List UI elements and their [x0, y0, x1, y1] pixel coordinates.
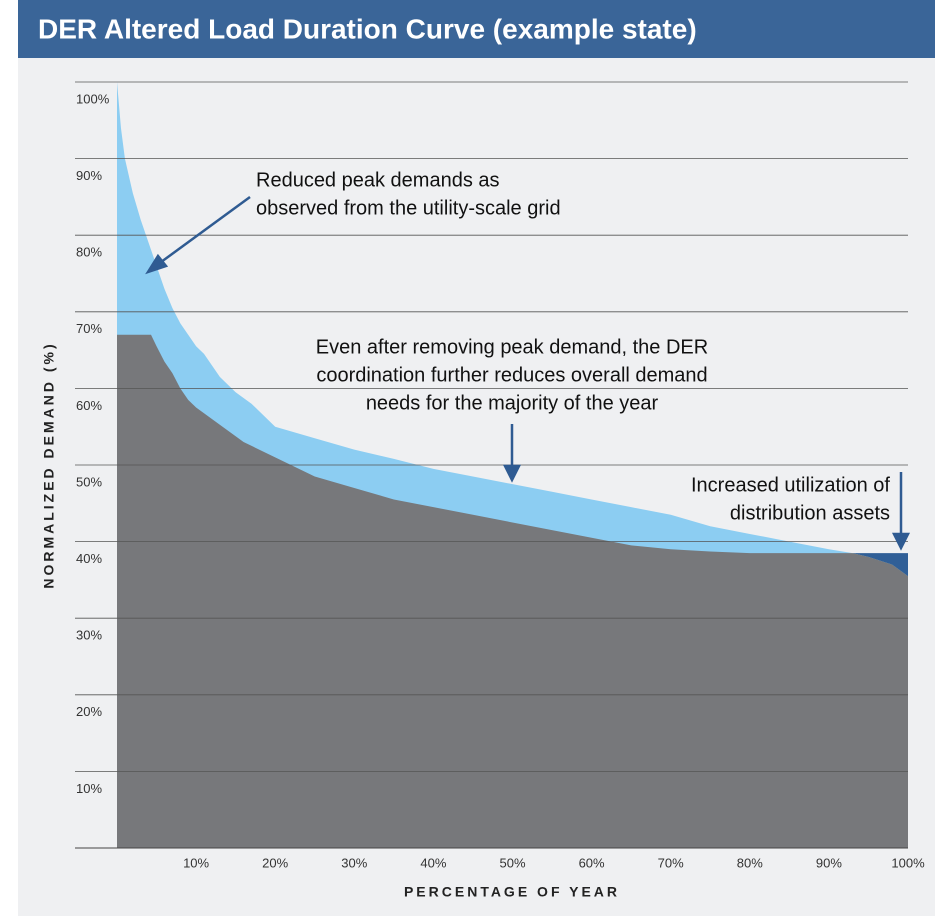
annotation: needs for the majority of the year — [366, 392, 659, 414]
x-tick-label: 40% — [420, 855, 446, 870]
annotation: Even after removing peak demand, the DER — [316, 336, 708, 358]
arrows — [145, 195, 911, 551]
annotation: observed from the utility-scale grid — [256, 197, 561, 219]
y-tick-label: 80% — [76, 245, 102, 260]
annotation: Increased utilization of — [691, 474, 890, 496]
x-tick-label: 60% — [579, 855, 605, 870]
x-tick-label: 50% — [499, 855, 525, 870]
x-tick-label: 90% — [816, 855, 842, 870]
annotation: coordination further reduces overall dem… — [316, 364, 707, 386]
y-tick-label: 90% — [76, 168, 102, 183]
x-tick-label: 10% — [183, 855, 209, 870]
y-tick-label: 20% — [76, 704, 102, 719]
y-tick-label: 100% — [76, 91, 110, 106]
y-tick-label: 10% — [76, 781, 102, 796]
x-tick-label: 70% — [658, 855, 684, 870]
header-bar — [18, 0, 935, 58]
annotation: Reduced peak demands as — [256, 169, 500, 191]
x-tick-label: 30% — [341, 855, 367, 870]
chart-title: DER Altered Load Duration Curve (example… — [38, 13, 697, 44]
x-tick-label: 80% — [737, 855, 763, 870]
y-tick-label: 30% — [76, 628, 102, 643]
altered-area — [117, 334, 908, 848]
y-tick-label: 50% — [76, 474, 102, 489]
y-tick-label: 70% — [76, 321, 102, 336]
y-tick-label: 40% — [76, 551, 102, 566]
x-axis-label: PERCENTAGE OF YEAR — [404, 884, 620, 900]
x-tick-label: 20% — [262, 855, 288, 870]
annotation: distribution assets — [730, 502, 890, 524]
y-axis-label: NORMALIZED DEMAND (%) — [41, 341, 57, 588]
y-tick-label: 60% — [76, 398, 102, 413]
x-tick-label: 100% — [891, 855, 925, 870]
